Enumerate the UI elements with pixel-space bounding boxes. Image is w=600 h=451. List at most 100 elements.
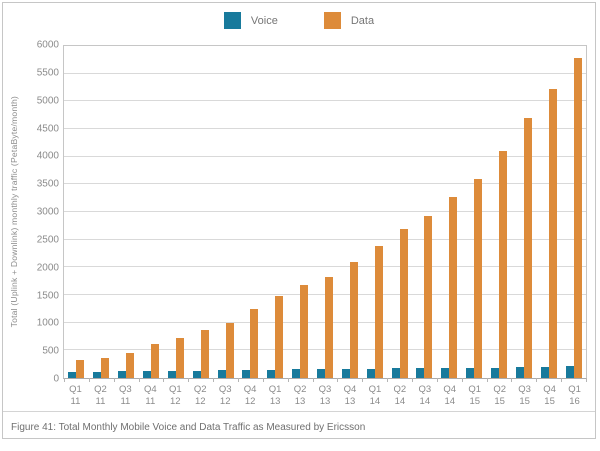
plot-area — [63, 45, 587, 382]
bar-voice-q1-14 — [366, 368, 375, 378]
bar-group-q4-11 — [139, 46, 164, 378]
bar-data-q1-15 — [474, 179, 483, 378]
y-tick-5500: 5500 — [36, 67, 59, 79]
x-axis-tick — [138, 378, 140, 382]
bar-group-q3-15 — [511, 46, 536, 378]
y-tick-4000: 4000 — [36, 150, 59, 162]
bar-group-q3-12 — [213, 46, 238, 378]
x-label-q3-13: Q3 13 — [318, 384, 332, 407]
bar-data-q2-11 — [101, 358, 110, 378]
gridline-3500 — [64, 183, 586, 185]
legend-swatch-voice — [223, 12, 241, 29]
y-tick-1000: 1000 — [36, 317, 59, 329]
x-label-q4-11: Q4 11 — [143, 384, 157, 407]
bar-voice-q3-12 — [217, 370, 226, 378]
x-axis-tick — [536, 378, 538, 382]
y-tick-1500: 1500 — [36, 290, 59, 301]
gridline-4500 — [64, 128, 586, 129]
bar-group-q4-13 — [337, 46, 362, 378]
x-axis-tick — [312, 378, 314, 382]
bar-voice-q1-16 — [565, 366, 574, 378]
y-tick-3500: 3500 — [36, 178, 59, 190]
y-tick-3000: 3000 — [36, 206, 59, 218]
bar-data-q4-14 — [449, 197, 458, 378]
legend-entry-data: Data — [323, 12, 375, 29]
x-axis-tick — [436, 378, 438, 382]
bar-data-q3-15 — [523, 117, 532, 378]
caption-divider — [3, 411, 595, 412]
bar-group-q1-16 — [561, 46, 586, 378]
y-axis-title-text: Total (Uplink + Downlink) monthly traffi… — [9, 96, 19, 328]
x-axis-tick — [337, 378, 339, 382]
y-tick-6000: 6000 — [36, 39, 59, 51]
gridline-1000 — [64, 321, 586, 323]
legend-label-data: Data — [350, 14, 375, 27]
x-label-q1-11: Q1 11 — [69, 384, 82, 407]
x-label-q3-11: Q3 11 — [119, 384, 132, 407]
bar-data-q2-15 — [499, 150, 508, 378]
bar-data-q4-15 — [548, 88, 557, 378]
x-label-q2-13: Q2 13 — [293, 384, 307, 407]
x-label-q1-15: Q1 15 — [468, 384, 482, 407]
bar-voice-q3-15 — [515, 367, 524, 378]
bar-group-q1-12 — [163, 46, 188, 378]
bar-voice-q3-13 — [317, 369, 326, 378]
x-label-q3-14: Q3 14 — [418, 384, 432, 407]
gridline-5500 — [64, 72, 586, 74]
x-axis-tick — [586, 378, 587, 382]
bar-group-q4-15 — [536, 46, 561, 378]
bar-group-q3-14 — [412, 46, 437, 378]
x-axis-tick — [262, 378, 264, 382]
x-axis-tick — [412, 378, 413, 382]
bar-group-q2-14 — [387, 46, 412, 378]
bar-data-q4-13 — [349, 262, 358, 378]
x-axis-tick — [163, 378, 165, 382]
bar-voice-q1-13 — [267, 369, 276, 378]
x-label-q2-11: Q2 11 — [94, 384, 107, 407]
x-label-q4-14: Q4 14 — [443, 384, 457, 407]
bar-group-q1-14 — [362, 46, 387, 378]
y-tick-2000: 2000 — [36, 262, 59, 274]
bar-voice-q2-11 — [93, 371, 102, 378]
bar-data-q4-12 — [250, 309, 259, 378]
bar-voice-q1-12 — [167, 370, 176, 378]
bar-group-q3-13 — [313, 46, 338, 378]
x-axis-tick — [238, 378, 239, 382]
bar-group-q1-15 — [462, 46, 487, 378]
bar-data-q3-14 — [424, 215, 433, 378]
y-tick-0: 0 — [53, 373, 59, 385]
bar-data-q3-13 — [325, 277, 334, 378]
x-axis-tick — [362, 378, 364, 382]
x-label-q2-15: Q2 15 — [493, 384, 507, 407]
x-axis-labels: Q1 11 Q2 11 Q3 11 Q4 11 Q1 12 Q2 12 Q3 12 Q4 12 Q1 13 Q2 13… — [63, 384, 587, 408]
legend-entry-voice: Voice — [223, 12, 278, 29]
bar-data-q4-11 — [151, 343, 159, 378]
chart-legend: Voice Data — [3, 12, 595, 29]
bar-group-q1-13 — [263, 46, 288, 378]
bar-group-q4-12 — [238, 46, 263, 378]
y-tick-2500: 2500 — [36, 234, 59, 246]
gridline-5000 — [64, 100, 586, 102]
bar-group-q2-12 — [188, 46, 213, 378]
y-tick-500: 500 — [42, 345, 59, 357]
bar-data-q1-13 — [275, 295, 284, 378]
gridline-2000 — [64, 266, 586, 268]
gridline-4000 — [64, 155, 586, 157]
x-label-q2-14: Q2 14 — [393, 384, 407, 407]
legend-swatch-data — [323, 12, 341, 29]
bar-data-q2-14 — [399, 228, 408, 378]
bar-data-q1-11 — [76, 359, 85, 378]
bars-container — [64, 46, 586, 378]
bar-data-q1-14 — [374, 245, 383, 378]
x-axis-tick — [64, 378, 65, 382]
legend-label-voice: Voice — [250, 14, 278, 27]
figure-frame: Voice Data Total (Uplink + Downlink) mont… — [2, 2, 596, 439]
bar-voice-q4-15 — [540, 366, 549, 378]
bar-group-q2-15 — [487, 46, 512, 378]
gridline-3000 — [64, 211, 586, 212]
bar-group-q1-11 — [64, 46, 89, 378]
x-label-q1-13: Q1 13 — [268, 384, 282, 407]
bar-voice-q4-13 — [341, 368, 350, 378]
x-axis-tick — [287, 378, 289, 382]
